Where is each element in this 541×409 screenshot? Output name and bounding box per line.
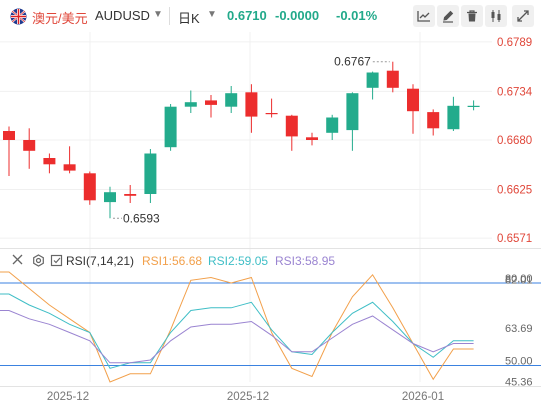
price-change: -0.0000 [275, 8, 320, 23]
rsi3-value: RSI3:58.95 [275, 254, 336, 268]
edit-button[interactable] [437, 5, 459, 27]
candle-body [63, 164, 76, 171]
gear-icon[interactable] [32, 254, 45, 267]
au-flag-icon [10, 8, 27, 25]
candle-settings-icon [491, 10, 501, 22]
y-axis-tick-label: 0.6571 [497, 233, 532, 245]
period-selector[interactable]: 日K [178, 11, 200, 26]
candle-body [104, 192, 116, 203]
rsi-axis-label: 82.01 [505, 274, 533, 286]
top-bar: 澳元/美元 AUDUSD ▼ 日K ▼ 0.6710 -0.0000 -0.01… [0, 0, 541, 32]
pair-chinese-name[interactable]: 澳元/美元 [32, 11, 88, 26]
line-chart-button[interactable] [413, 5, 435, 27]
close-icon[interactable] [11, 253, 24, 266]
rsi-axis-label: 45.36 [505, 376, 533, 388]
candle-body [306, 137, 318, 140]
current-price: 0.6710 [227, 8, 267, 23]
delete-button[interactable] [461, 5, 483, 27]
candle-body [23, 140, 36, 151]
x-axis-label: 2026-01 [402, 391, 444, 403]
candle-body [386, 70, 399, 88]
low-label: 0.6593 [123, 211, 160, 225]
rsi-axis-label: 63.69 [505, 323, 533, 335]
chevron-down-icon[interactable]: ▼ [153, 9, 163, 20]
y-axis-tick-label: 0.6789 [497, 37, 532, 49]
rsi1-value: RSI1:56.68 [142, 254, 203, 268]
candle-body [164, 106, 177, 148]
price-change-pct: -0.01% [336, 8, 378, 23]
candle-body [346, 93, 359, 131]
candle-body [265, 113, 278, 115]
candle-body [427, 112, 440, 129]
candle-body [366, 72, 379, 88]
candle-body [447, 105, 460, 130]
rsi-line-1 [0, 271, 474, 383]
rsi-line-3 [0, 310, 474, 364]
rsi-name: RSI(7,14,21) [66, 254, 135, 268]
edit-icon [443, 10, 454, 23]
candle-body [3, 131, 15, 140]
pair-code[interactable]: AUDUSD [95, 8, 150, 23]
fullscreen-button[interactable] [512, 5, 534, 27]
rsi-line-2 [0, 293, 474, 369]
candle-body [225, 93, 238, 107]
rsi2-value: RSI2:59.05 [208, 254, 269, 268]
candle-body [124, 194, 137, 196]
candle-body [285, 115, 298, 137]
candle-body [205, 100, 217, 105]
x-axis-label: 2025-12 [227, 391, 269, 403]
fullscreen-icon [517, 10, 529, 22]
y-axis-tick-label: 0.6625 [497, 185, 532, 197]
rsi-axis-label: 80.00 [505, 273, 533, 285]
rsi-axis-label: 50.00 [505, 356, 533, 368]
y-axis-tick-label: 0.6734 [497, 86, 533, 98]
candle-body [407, 88, 419, 112]
period-chevron-down-icon[interactable]: ▼ [207, 9, 217, 20]
candle-body [144, 153, 157, 194]
candle-body [245, 92, 258, 117]
rsi-header: RSI(7,14,21) RSI1:56.68 RSI2:59.05 RSI3:… [0, 251, 400, 271]
eye-icon[interactable] [50, 254, 64, 267]
y-axis-tick-label: 0.6680 [497, 135, 532, 147]
candle-body [326, 117, 339, 133]
delete-icon [467, 10, 477, 22]
candle-body [83, 173, 96, 201]
x-axis-label: 2025-12 [47, 391, 89, 403]
candle-body [43, 158, 56, 165]
candle-body [184, 102, 197, 107]
candle-settings-button[interactable] [485, 5, 507, 27]
high-label: 0.6767 [334, 55, 371, 69]
line-chart-icon [417, 11, 430, 22]
candle-body [467, 105, 480, 107]
divider [169, 7, 170, 25]
